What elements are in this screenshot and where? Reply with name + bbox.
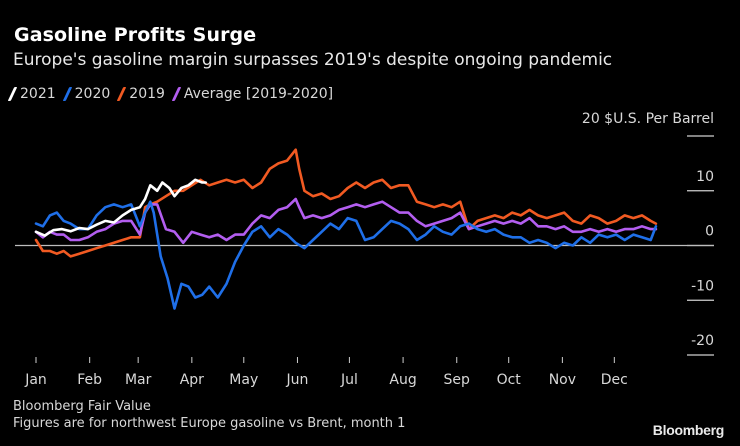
x-tick-label: Apr — [180, 372, 204, 388]
series-line-2021 — [34, 178, 207, 237]
x-tick-label: May — [229, 372, 258, 388]
x-tick-label: Jun — [286, 372, 309, 388]
x-tick-label: Mar — [125, 372, 152, 388]
x-tick-label: Sep — [444, 372, 471, 388]
y-axis: 10 0 -10 -20 — [687, 135, 714, 356]
y-tick-label: -10 — [691, 278, 714, 294]
series-line-2019 — [34, 148, 658, 258]
source-label: Bloomberg Fair Value — [13, 399, 151, 414]
y-tick-label: 10 — [696, 169, 714, 185]
x-tick-label: Jan — [24, 372, 47, 388]
x-tick-label: Oct — [497, 372, 522, 388]
y-axis-unit-label: 20 $U.S. Per Barrel — [581, 111, 714, 127]
series-line-2020 — [34, 200, 658, 310]
x-tick-label: Feb — [77, 372, 102, 388]
legend-label-2019: 2019 — [129, 86, 165, 102]
legend-item-2020: 2020 — [62, 86, 111, 102]
footer-source: Bloomberg Fair Value Figures are for nor… — [13, 398, 405, 432]
x-tick-label: Nov — [549, 372, 576, 388]
legend: 2021 2020 2019 Average [2019-2020] — [7, 86, 334, 102]
legend-item-2019: 2019 — [117, 86, 165, 102]
legend-item-average: Average [2019-2020] — [171, 86, 334, 102]
x-tick-label: Aug — [389, 372, 416, 388]
series-line-average-2019-2020 — [34, 197, 658, 245]
chart-title: Gasoline Profits Surge — [14, 24, 257, 46]
x-axis: Jan Feb Mar Apr May Jun Jul Aug Sep Oct Nov Dec — [24, 357, 628, 388]
footnote: Figures are for northwest Europe gasolin… — [13, 416, 406, 431]
y-tick-label: 0 — [705, 224, 714, 240]
x-tick-label: Dec — [601, 372, 628, 388]
legend-label-2021: 2021 — [20, 86, 56, 102]
bloomberg-logo: Bloomberg — [652, 422, 725, 438]
legend-label-2020: 2020 — [74, 86, 111, 102]
x-tick-label: Jul — [340, 372, 358, 388]
chart-subtitle: Europe's gasoline margin surpasses 2019'… — [13, 50, 613, 70]
legend-item-2021: 2021 — [7, 86, 56, 102]
series-group — [34, 148, 658, 310]
y-tick-label: -20 — [691, 333, 714, 349]
legend-label-average: Average [2019-2020] — [183, 86, 334, 102]
